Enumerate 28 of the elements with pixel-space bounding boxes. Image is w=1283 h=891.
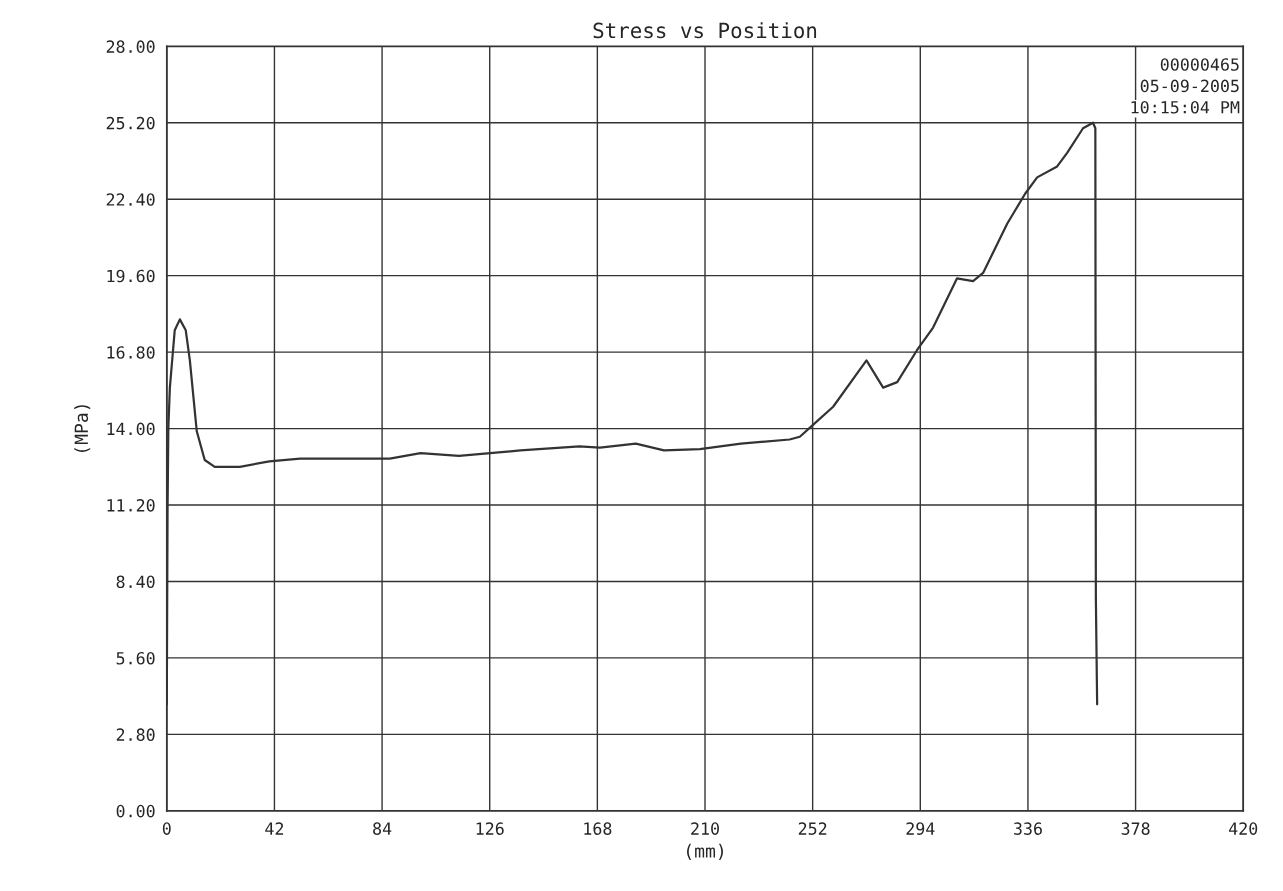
annotation: 00000465 <box>1160 58 1239 71</box>
x-tick-label: 210 <box>691 822 719 835</box>
x-tick-label: 168 <box>584 822 612 835</box>
x-tick-label: 42 <box>265 822 284 835</box>
y-tick-label: 0.00 <box>116 804 155 818</box>
y-tick-label: 14.00 <box>107 422 155 436</box>
y-tick-label: 16.80 <box>107 346 155 359</box>
x-tick-label: 84 <box>373 822 392 835</box>
annotation: 10:15:04 PM <box>1131 100 1240 114</box>
annotation: 05-09-2005 <box>1140 79 1239 93</box>
y-tick-label: 2.80 <box>116 728 155 741</box>
y-tick-label: 28.00 <box>106 40 155 53</box>
x-tick-label: 252 <box>798 822 827 835</box>
x-tick-label: 420 <box>1229 822 1258 835</box>
x-tick-label: 0 <box>162 822 171 835</box>
y-tick-label: 25.20 <box>106 116 155 130</box>
x-tick-label: 336 <box>1014 822 1042 835</box>
y-tick-label: 22.40 <box>106 193 155 206</box>
x-axis-title: (mm) <box>687 843 723 860</box>
y-tick-label: 5.60 <box>116 651 155 665</box>
chart-title: Stress vs Position <box>593 22 817 39</box>
x-tick-label: 378 <box>1121 822 1150 835</box>
y-tick-label: 11.20 <box>107 499 155 512</box>
y-tick-label: 8.40 <box>116 575 155 589</box>
x-tick-label: 126 <box>476 822 504 835</box>
y-axis-title: (MPa) <box>74 405 91 452</box>
y-tick-label: 19.60 <box>107 269 155 283</box>
x-tick-label: 294 <box>906 822 935 835</box>
